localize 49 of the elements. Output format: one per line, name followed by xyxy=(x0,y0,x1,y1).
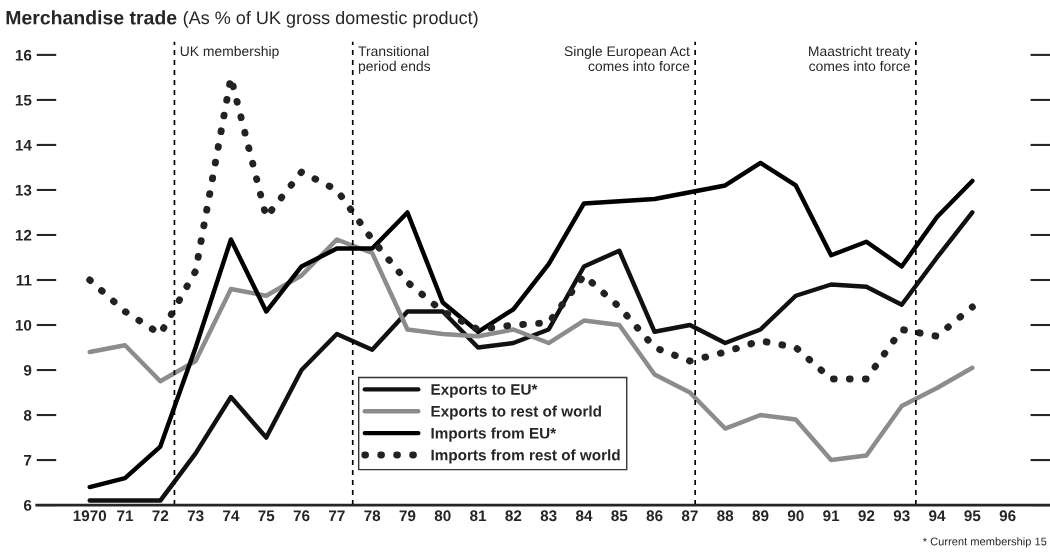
y-tick-label: 13 xyxy=(15,184,32,196)
x-tick-label: 86 xyxy=(646,510,663,522)
y-tick-label: 6 xyxy=(23,499,32,511)
x-tick-label: 96 xyxy=(999,510,1016,522)
x-tick-label: 94 xyxy=(929,510,946,522)
x-tick-label: 87 xyxy=(681,510,698,522)
x-tick-label: 81 xyxy=(470,510,487,522)
chart-subtitle: (As % of UK gross domestic product) xyxy=(183,10,478,28)
x-tick-label: 80 xyxy=(434,510,451,522)
legend-label: Exports to rest of world xyxy=(431,405,601,420)
x-tick-label: 76 xyxy=(293,510,310,522)
x-tick-label: 72 xyxy=(152,510,169,522)
x-tick-label: 88 xyxy=(717,510,734,522)
x-tick-label: 1970 xyxy=(73,510,107,522)
y-tick-label: 10 xyxy=(15,319,32,331)
x-tick-label: 85 xyxy=(611,510,628,522)
y-tick-label: 16 xyxy=(15,49,32,61)
x-tick-label: 78 xyxy=(364,510,381,522)
x-tick-label: 82 xyxy=(505,510,522,522)
x-tick-label: 89 xyxy=(752,510,769,522)
chart-title: Merchandise trade xyxy=(6,10,177,25)
x-tick-label: 91 xyxy=(823,510,840,522)
legend-label: Exports to EU* xyxy=(431,384,538,398)
ref-line-label: Transitional period ends xyxy=(358,45,431,74)
text: * Current membership 15 xyxy=(922,537,1047,548)
y-tick-label: 8 xyxy=(23,409,32,421)
x-tick-label: 95 xyxy=(964,510,981,522)
ref-line-label: Single European Act comes into force xyxy=(564,45,690,72)
x-tick-label: 74 xyxy=(223,510,240,522)
y-tick-label: 7 xyxy=(24,455,32,466)
y-tick-label: 15 xyxy=(15,94,32,106)
x-tick-label: 79 xyxy=(399,510,416,522)
x-tick-label: 92 xyxy=(858,510,875,522)
legend-label: Imports from rest of world xyxy=(431,449,620,464)
legend-label: Imports from EU* xyxy=(431,427,557,442)
x-tick-label: 90 xyxy=(787,510,804,522)
ref-line-label: UK membership xyxy=(180,45,279,59)
x-tick-label: 84 xyxy=(575,510,593,522)
y-tick-label: 9 xyxy=(23,364,32,376)
y-tick-label: 12 xyxy=(15,229,32,241)
x-tick-label: 93 xyxy=(893,510,910,522)
x-tick-label: 71 xyxy=(117,510,134,522)
y-tick-label: 11 xyxy=(16,275,32,286)
y-tick-label: 14 xyxy=(15,139,32,151)
x-tick-label: 73 xyxy=(187,510,204,522)
ref-line-label: Maastricht treaty comes into force xyxy=(809,45,911,72)
x-tick-label: 75 xyxy=(258,510,275,522)
x-tick-label: 83 xyxy=(540,510,557,522)
x-tick-label: 77 xyxy=(329,510,345,522)
